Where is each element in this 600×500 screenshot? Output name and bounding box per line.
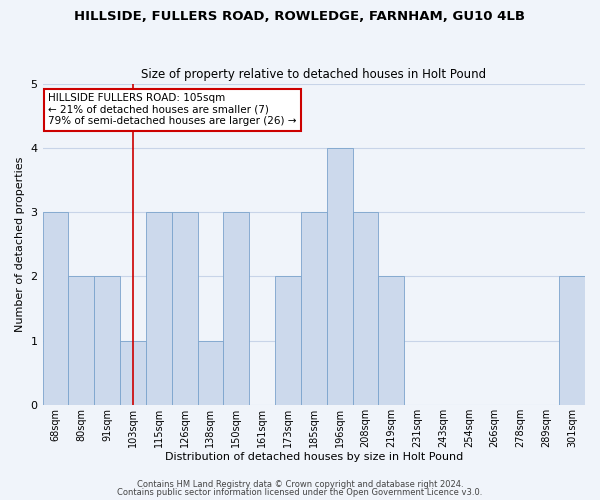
Bar <box>223 212 249 405</box>
Bar <box>172 212 197 405</box>
Bar <box>120 340 146 405</box>
Bar <box>146 212 172 405</box>
Text: Contains public sector information licensed under the Open Government Licence v3: Contains public sector information licen… <box>118 488 482 497</box>
Bar <box>68 276 94 405</box>
Bar <box>379 276 404 405</box>
Text: HILLSIDE FULLERS ROAD: 105sqm
← 21% of detached houses are smaller (7)
79% of se: HILLSIDE FULLERS ROAD: 105sqm ← 21% of d… <box>48 93 296 126</box>
Bar <box>559 276 585 405</box>
Bar <box>94 276 120 405</box>
Y-axis label: Number of detached properties: Number of detached properties <box>15 156 25 332</box>
X-axis label: Distribution of detached houses by size in Holt Pound: Distribution of detached houses by size … <box>164 452 463 462</box>
Bar <box>301 212 326 405</box>
Bar <box>197 340 223 405</box>
Title: Size of property relative to detached houses in Holt Pound: Size of property relative to detached ho… <box>141 68 487 81</box>
Bar <box>43 212 68 405</box>
Bar <box>275 276 301 405</box>
Text: Contains HM Land Registry data © Crown copyright and database right 2024.: Contains HM Land Registry data © Crown c… <box>137 480 463 489</box>
Text: HILLSIDE, FULLERS ROAD, ROWLEDGE, FARNHAM, GU10 4LB: HILLSIDE, FULLERS ROAD, ROWLEDGE, FARNHA… <box>74 10 526 23</box>
Bar <box>353 212 379 405</box>
Bar <box>326 148 353 405</box>
